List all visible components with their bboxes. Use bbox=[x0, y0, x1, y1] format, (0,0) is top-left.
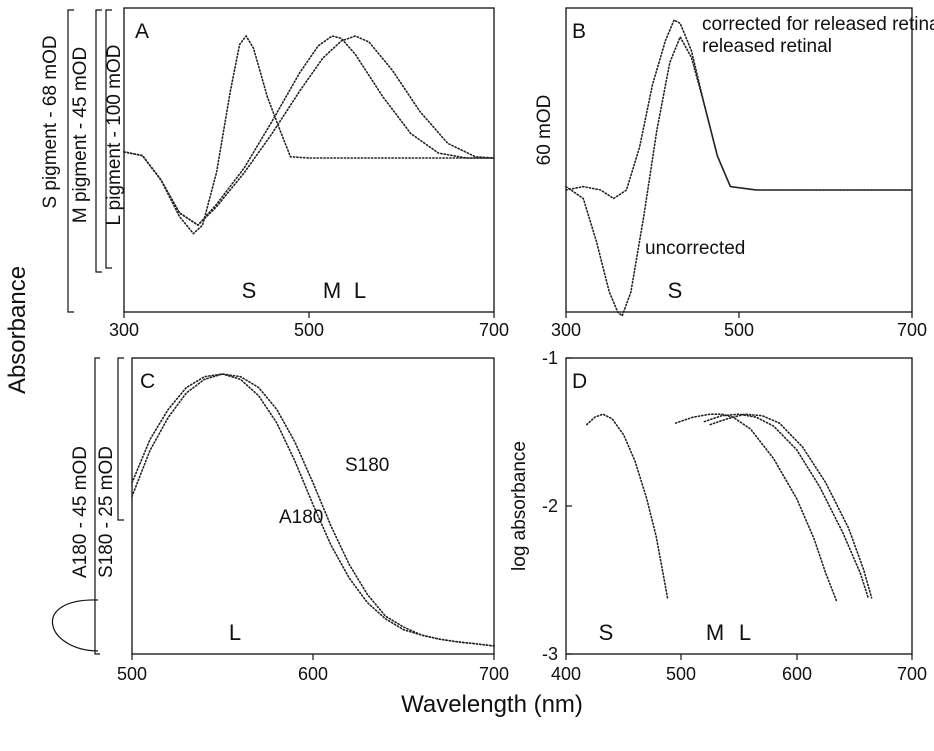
panel-b-curve-2 bbox=[565, 35, 913, 318]
panel-d-letter: D bbox=[572, 370, 587, 393]
scale-bar-link-arc bbox=[52, 599, 99, 652]
panel-a-marker-s: S bbox=[242, 278, 257, 303]
panel-a-curve-1 bbox=[123, 34, 495, 235]
panel-d-tick-label: 700 bbox=[897, 664, 927, 684]
panel-d-curve-2 bbox=[674, 413, 838, 603]
panel-b-annotation-released: released retinal bbox=[702, 36, 832, 57]
panel-b-tick-label: 500 bbox=[724, 320, 754, 340]
panel-d-marker-s: S bbox=[599, 620, 614, 645]
scale-bar-s-label: S pigment - 68 mOD bbox=[40, 35, 61, 208]
panel-d-marker-m: M bbox=[706, 620, 724, 645]
scale-bar-s180-label: S180 - 25 mOD bbox=[96, 446, 117, 578]
panel-a-tick-label: 500 bbox=[294, 320, 324, 340]
panel-d-frame bbox=[565, 357, 913, 655]
scale-bar-s180 bbox=[117, 357, 124, 521]
panel-a-frame bbox=[123, 7, 495, 313]
panel-a-curve-2 bbox=[123, 35, 495, 227]
panel-c-tick-label: 600 bbox=[298, 664, 328, 684]
panel-d-ylabel: log absorbance bbox=[509, 441, 530, 571]
panel-d-ytick-label: -3 bbox=[542, 644, 558, 664]
panel-b: B 300 500 700 60 mOD corrected for relea… bbox=[534, 7, 934, 340]
panel-b-letter: B bbox=[572, 20, 586, 43]
panel-d-curve-1 bbox=[586, 413, 669, 599]
panel-c-tick-label: 500 bbox=[117, 664, 147, 684]
panel-a-letter: A bbox=[135, 20, 149, 43]
panel-b-curves bbox=[565, 18, 913, 318]
x-axis-title: Wavelength (nm) bbox=[401, 691, 583, 718]
panel-a-curves bbox=[123, 34, 495, 235]
panel-d-ytick-label: -2 bbox=[542, 496, 558, 516]
y-axis-title: Absorbance bbox=[4, 266, 31, 394]
panel-b-tick-label: 700 bbox=[897, 320, 927, 340]
panel-b-marker-s: S bbox=[668, 278, 683, 303]
panel-b-tick-label: 300 bbox=[551, 320, 581, 340]
panel-c-label-s180: S180 bbox=[345, 455, 389, 476]
panel-d: D 400 500 600 700 -1 -2 -3 log absorbanc… bbox=[509, 348, 927, 684]
panel-a-tick-label: 700 bbox=[479, 320, 509, 340]
panel-d-tick-label: 500 bbox=[666, 664, 696, 684]
scale-bar-s bbox=[67, 9, 74, 313]
scale-bar-a180-label: A180 - 45 mOD bbox=[70, 446, 91, 578]
scale-bar-a180 bbox=[94, 357, 100, 655]
panel-c-tick-label: 700 bbox=[479, 664, 509, 684]
panel-b-scale-label: 60 mOD bbox=[534, 95, 555, 166]
scale-bar-m bbox=[95, 9, 102, 273]
panel-d-tick-label: 400 bbox=[551, 664, 581, 684]
panel-c-curve-2 bbox=[131, 373, 495, 647]
panel-c-marker-l: L bbox=[229, 620, 241, 645]
panel-d-curve-4 bbox=[709, 413, 873, 599]
panel-a-marker-l: L bbox=[354, 278, 366, 303]
panel-a-tick-label: 300 bbox=[109, 320, 139, 340]
panel-a: A 300 500 700 S M L S pigment - 68 mOD M… bbox=[40, 7, 509, 340]
panel-a-curve-3 bbox=[123, 35, 495, 227]
panel-d-tick-label: 600 bbox=[782, 664, 812, 684]
panel-a-marker-m: M bbox=[323, 278, 341, 303]
panel-d-ytick-label: -1 bbox=[542, 348, 558, 368]
panel-c: C 500 600 700 S180 A180 L A180 - 45 mOD … bbox=[52, 357, 509, 684]
panel-d-marker-l: L bbox=[739, 620, 751, 645]
panel-d-curves bbox=[586, 413, 873, 603]
panel-c-label-a180: A180 bbox=[279, 507, 323, 528]
panel-b-annotation-uncorrected: uncorrected bbox=[645, 238, 745, 259]
panel-b-annotation-corrected: corrected for released retinal bbox=[702, 14, 934, 35]
scale-bar-m-label: M pigment - 45 mOD bbox=[70, 47, 91, 223]
scale-bar-l bbox=[105, 9, 112, 269]
panel-d-curve-3 bbox=[703, 413, 869, 599]
scale-bar-l-label: L pigment - 100 mOD bbox=[104, 45, 125, 226]
panel-c-letter: C bbox=[140, 370, 155, 393]
panel-c-curves bbox=[131, 373, 495, 647]
